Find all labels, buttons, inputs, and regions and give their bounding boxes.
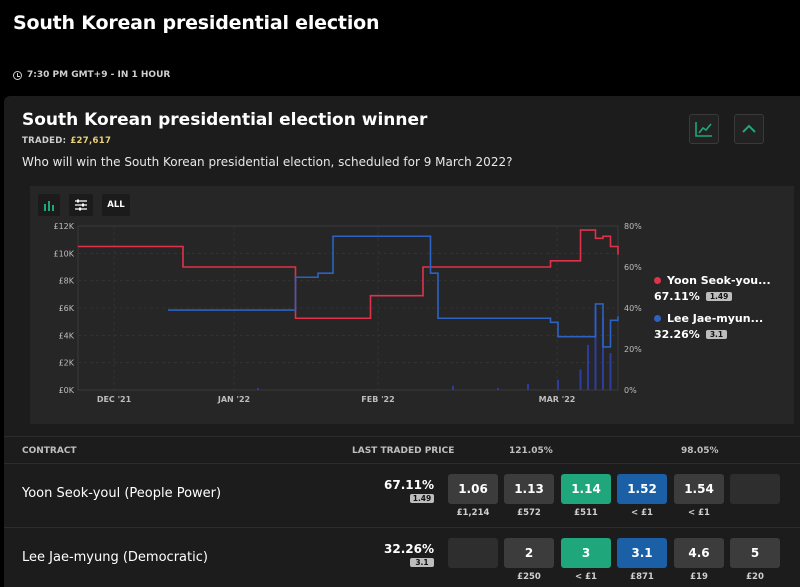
price-cell-amount: £19: [690, 572, 708, 582]
last-traded-odds: 1.49: [410, 494, 434, 503]
left-axis-tick: £12K: [53, 222, 74, 231]
price-cell[interactable]: [730, 474, 780, 504]
page-title: South Korean presidential election: [13, 12, 380, 34]
event-time: 7:30 PM GMT+9 - IN 1 HOUR: [13, 70, 170, 80]
right-axis-tick: 80%: [624, 222, 642, 231]
price-cell-amount: £871: [630, 572, 654, 582]
collapse-button[interactable]: [734, 114, 764, 144]
header-lay-book: 98.05%: [681, 446, 719, 456]
line-chart-icon: [695, 122, 712, 137]
market-card: South Korean presidential election winne…: [4, 96, 800, 587]
price-cell-amount: £511: [574, 508, 598, 518]
price-cell[interactable]: 3: [561, 538, 611, 568]
volume-bar: [609, 353, 612, 390]
contract-name[interactable]: Lee Jae-myung (Democratic): [22, 550, 208, 565]
price-cell[interactable]: 3.1: [617, 538, 667, 568]
price-cell-amount: £1,214: [456, 508, 490, 518]
price-chart: £12K £10K £8K £6K £4K £2K £0K 80% 60% 40% 20% 0% DEC…: [53, 222, 642, 404]
price-cell-amount: < £1: [631, 508, 653, 518]
price-cell[interactable]: 1.06: [448, 474, 498, 504]
legend-item-lee: Lee Jae-myun... 32.26% 3.1: [654, 312, 763, 341]
series-line-yoon-seok-youl: [78, 229, 619, 320]
price-cell[interactable]: 1.54: [674, 474, 724, 504]
legend-name: Yoon Seok-you...: [667, 274, 771, 287]
price-cell[interactable]: 2: [504, 538, 554, 568]
last-traded-pct: 32.26%: [384, 542, 434, 556]
range-all-button[interactable]: ALL: [102, 194, 130, 216]
x-axis-tick: MAR '22: [539, 395, 576, 404]
sliders-icon: [75, 199, 87, 211]
market-title: South Korean presidential election winne…: [22, 110, 428, 130]
price-cell[interactable]: 1.13: [504, 474, 554, 504]
last-traded-price: 67.11% 1.49: [334, 478, 434, 503]
price-cell[interactable]: 4.6: [674, 538, 724, 568]
volume-bar: [579, 369, 582, 390]
volume-toggle-button[interactable]: [38, 194, 60, 216]
legend-pct: 67.11%: [654, 290, 700, 303]
last-traded-odds: 3.1: [410, 558, 434, 567]
clock-icon: [13, 70, 22, 80]
right-axis-tick: 40%: [624, 304, 642, 313]
chart-toggle-button[interactable]: [689, 114, 719, 144]
legend-item-yoon: Yoon Seok-you... 67.11% 1.49: [654, 274, 771, 303]
left-axis-tick: £4K: [59, 331, 75, 340]
volume-bar: [497, 387, 499, 390]
volume-bar: [602, 318, 604, 390]
legend-badge: 1.49: [705, 292, 733, 301]
legend-dot-lee: [654, 315, 661, 322]
volume-bar: [452, 385, 454, 390]
price-cell[interactable]: 5: [730, 538, 780, 568]
price-cell[interactable]: [448, 538, 498, 568]
market-question: Who will win the South Korean presidenti…: [22, 155, 513, 169]
volume-bar: [594, 308, 597, 390]
volume-bar: [527, 383, 529, 390]
contract-name[interactable]: Yoon Seok-youl (People Power): [22, 486, 222, 501]
header-back-book: 121.05%: [509, 446, 553, 456]
volume-bar: [257, 387, 259, 390]
legend-name: Lee Jae-myun...: [667, 312, 764, 325]
x-axis-tick: DEC '21: [97, 395, 132, 404]
table-row: Yoon Seok-youl (People Power) 67.11% 1.4…: [4, 464, 800, 528]
x-axis-tick: JAN '22: [217, 395, 250, 404]
left-axis-tick: £0K: [59, 386, 75, 395]
x-axis-tick: FEB '22: [361, 395, 394, 404]
table-header: CONTRACT LAST TRADED PRICE 121.05% 98.05…: [4, 436, 800, 464]
chart-settings-button[interactable]: [69, 194, 93, 216]
price-cell-amount: £20: [746, 572, 764, 582]
price-cell-amount: < £1: [575, 572, 597, 582]
table-row: Lee Jae-myung (Democratic) 32.26% 3.1 2 £…: [4, 528, 800, 587]
legend-dot-yoon: [654, 277, 661, 284]
price-cell-amount: £250: [517, 572, 541, 582]
header-last-traded: LAST TRADED PRICE: [352, 446, 455, 456]
last-traded-price: 32.26% 3.1: [334, 542, 434, 567]
left-axis-tick: £8K: [59, 277, 75, 286]
volume-bar: [557, 379, 559, 390]
right-axis-tick: 0%: [624, 386, 637, 395]
last-traded-pct: 67.11%: [384, 478, 434, 492]
chart-panel: ALL £12K £10K £8K £6K £4K £2K £0K 80% 60% 40% 20% 0…: [30, 186, 794, 424]
legend-pct: 32.26%: [654, 328, 700, 341]
chevron-up-icon: [742, 124, 756, 133]
price-cell[interactable]: 1.14: [561, 474, 611, 504]
header-contract: CONTRACT: [22, 446, 77, 456]
bar-chart-icon: [44, 201, 54, 211]
traded-value: £27,617: [70, 136, 112, 146]
right-axis-tick: 20%: [624, 345, 642, 354]
traded-label: TRADED:: [22, 136, 67, 146]
volume-bar: [587, 344, 589, 390]
legend-badge: 3.1: [705, 330, 728, 339]
price-cell[interactable]: 1.52: [617, 474, 667, 504]
left-axis-tick: £10K: [53, 249, 74, 258]
traded-info: TRADED: £27,617: [22, 136, 111, 146]
event-time-label: 7:30 PM GMT+9 - IN 1 HOUR: [27, 70, 171, 80]
price-cell-amount: £572: [517, 508, 541, 518]
right-axis-tick: 60%: [624, 263, 642, 272]
series-line-lee-jae-myung: [168, 235, 619, 348]
price-cell-amount: < £1: [688, 508, 710, 518]
left-axis-tick: £2K: [59, 359, 75, 368]
left-axis-tick: £6K: [59, 304, 75, 313]
